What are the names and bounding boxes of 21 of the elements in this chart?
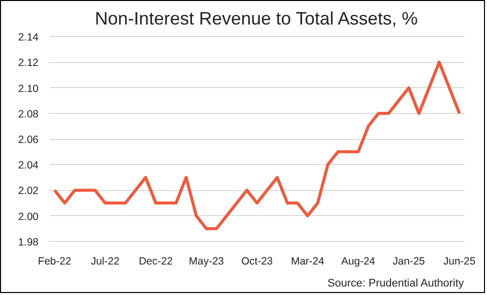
source-note: Source: Prudential Authority: [328, 278, 464, 290]
y-tick-label: 2.06: [18, 134, 39, 146]
y-tick-label: 2.14: [18, 32, 39, 44]
y-tick-label: 2.08: [18, 108, 39, 120]
x-tick-label: Aug-24: [341, 256, 376, 268]
x-tick-label: Dec-22: [138, 256, 173, 268]
y-tick-label: 2.10: [18, 82, 39, 95]
y-tick-label: 2.02: [18, 185, 39, 198]
x-tick-label: Jan-25: [392, 256, 426, 268]
x-tick-label: Mar-24: [290, 256, 324, 268]
y-tick-label: 2.04: [18, 160, 39, 172]
x-tick-label: Jun-25: [443, 256, 476, 268]
y-tick-label: 2.12: [18, 57, 39, 70]
line-series: [53, 60, 461, 230]
chart-title: Non-Interest Revenue to Total Assets, %: [94, 8, 418, 28]
x-tick-label: Feb-22: [38, 256, 72, 268]
y-tick-label: 1.98: [18, 236, 39, 248]
x-tick-label: May-23: [188, 256, 224, 268]
x-tick-label: Oct-23: [241, 256, 273, 268]
x-tick-label: Jul-22: [90, 256, 120, 268]
y-tick-label: 2.00: [18, 210, 39, 223]
